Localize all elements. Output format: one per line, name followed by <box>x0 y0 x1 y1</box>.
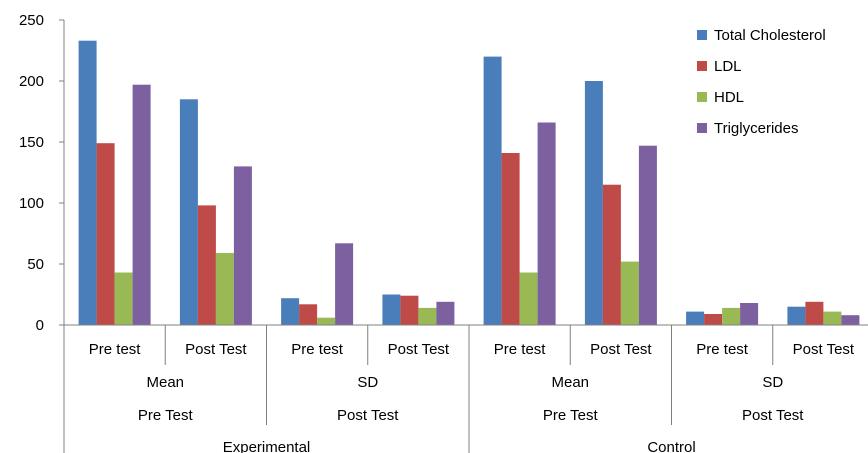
legend-entry: LDL <box>714 58 742 75</box>
legend-swatch <box>697 61 707 71</box>
legend-entry: HDL <box>714 89 744 106</box>
bar-total-cholesterol-2 <box>281 298 300 325</box>
bar-total-cholesterol-4 <box>483 56 502 325</box>
y-axis: 0 50 100 150 200 250 <box>19 12 65 334</box>
x-category-label: Pre test <box>696 341 749 358</box>
x-group-label-test: Post Test <box>337 407 399 424</box>
bar-triglycerides-2 <box>335 243 354 325</box>
bar-ldl-2 <box>299 304 318 325</box>
x-group-label-cohort: Control <box>647 439 695 453</box>
bar-triglycerides-0 <box>132 84 151 325</box>
x-category-label: Pre test <box>291 341 344 358</box>
bar-triglycerides-3 <box>436 301 455 325</box>
bar-hdl-6 <box>722 307 741 325</box>
bar-total-cholesterol-7 <box>787 306 806 325</box>
x-group-label-stat: Mean <box>551 374 589 391</box>
bar-hdl-3 <box>418 307 437 325</box>
x-group-label-cohort: Experimental <box>223 439 311 453</box>
bar-hdl-2 <box>317 317 336 325</box>
y-tick-label: 150 <box>19 134 44 151</box>
bar-ldl-1 <box>197 205 216 325</box>
bar-triglycerides-6 <box>740 303 759 325</box>
bar-ldl-3 <box>400 295 419 325</box>
x-group-label-stat: SD <box>762 374 783 391</box>
x-category-label: Pre test <box>89 341 142 358</box>
legend-entry: Total Cholesterol <box>714 27 826 44</box>
bar-total-cholesterol-6 <box>686 311 705 325</box>
bar-triglycerides-7 <box>841 315 860 325</box>
bar-hdl-5 <box>620 261 639 325</box>
bar-ldl-0 <box>96 143 115 325</box>
bar-hdl-4 <box>519 272 538 325</box>
plot-area <box>78 40 860 325</box>
bar-ldl-6 <box>704 314 723 325</box>
x-group-label-test: Pre Test <box>138 407 194 424</box>
bar-total-cholesterol-1 <box>179 99 198 325</box>
bar-ldl-5 <box>602 184 621 325</box>
bar-hdl-1 <box>215 253 234 325</box>
bar-ldl-7 <box>805 301 824 325</box>
bar-ldl-4 <box>501 153 520 325</box>
bar-triglycerides-5 <box>638 145 657 325</box>
y-tick-label: 250 <box>19 12 44 29</box>
x-category-label: Post Test <box>590 341 652 358</box>
legend: Total Cholesterol LDL HDL Triglycerides <box>697 27 826 137</box>
y-tick-label: 200 <box>19 73 44 90</box>
bar-total-cholesterol-5 <box>584 81 603 325</box>
x-category-label: Post Test <box>793 341 855 358</box>
x-group-label-test: Post Test <box>742 407 804 424</box>
legend-swatch <box>697 92 707 102</box>
x-group-label-test: Pre Test <box>543 407 599 424</box>
bar-triglycerides-1 <box>233 166 252 325</box>
bar-total-cholesterol-0 <box>78 40 97 325</box>
x-category-label: Post Test <box>388 341 450 358</box>
y-tick-label: 0 <box>36 317 44 334</box>
bar-hdl-7 <box>823 311 842 325</box>
x-group-label-stat: SD <box>357 374 378 391</box>
x-axis: Pre test Post Test Pre test Post Test Pre te… <box>63 324 868 453</box>
legend-entry: Triglycerides <box>714 120 798 137</box>
x-category-label: Pre test <box>494 341 547 358</box>
legend-swatch <box>697 123 707 133</box>
bar-triglycerides-4 <box>537 122 556 325</box>
legend-swatch <box>697 30 707 40</box>
y-tick-label: 100 <box>19 195 44 212</box>
x-group-label-stat: Mean <box>146 374 184 391</box>
y-tick-label: 50 <box>27 256 44 273</box>
bar-total-cholesterol-3 <box>382 294 401 325</box>
x-category-label: Post Test <box>185 341 247 358</box>
bar-hdl-0 <box>114 272 133 325</box>
